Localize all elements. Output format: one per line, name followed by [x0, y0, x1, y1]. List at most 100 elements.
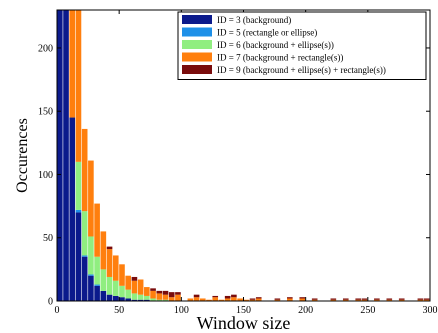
- bar-segment-4-28: [231, 294, 237, 298]
- bar-segment-4-51: [374, 298, 380, 300]
- legend-label-1: ID = 5 (rectangle or ellipse): [217, 28, 317, 38]
- bar-segment-2-5: [88, 236, 94, 275]
- bar-segment-3-32: [255, 298, 262, 301]
- bar-segment-4-16: [156, 290, 163, 294]
- bar-segment-3-49: [361, 299, 368, 301]
- bar-segment-2-10: [119, 285, 125, 298]
- x-tick-label-2: 100: [174, 305, 189, 316]
- bar-segment-4-35: [274, 298, 281, 300]
- bar-segment-0-5: [88, 275, 94, 301]
- bar-segment-1-5: [88, 274, 94, 276]
- bar-segment-0-14: [144, 299, 150, 301]
- bar-segment-2-6: [94, 256, 100, 285]
- bar-segment-3-44: [330, 299, 337, 301]
- bar-segment-3-31: [249, 299, 256, 301]
- bar-segment-2-13: [137, 294, 144, 300]
- bar-segment-3-28: [231, 297, 237, 301]
- legend-box: [177, 11, 427, 80]
- y-tick-label-0: 0: [48, 297, 53, 308]
- bar-segment-2-7: [100, 269, 107, 291]
- x-tick-label-4: 200: [298, 305, 313, 316]
- x-axis-label: Window size: [197, 313, 291, 333]
- bar-segment-3-15: [150, 290, 156, 299]
- bar-segment-3-13: [137, 279, 144, 295]
- bar-segment-3-9: [112, 255, 119, 281]
- bar-segment-4-41: [311, 298, 318, 300]
- legend-swatch-0: [182, 15, 212, 24]
- bar-segment-2-4: [81, 211, 88, 256]
- bar-segment-3-22: [193, 297, 200, 301]
- bar-segment-3-25: [212, 297, 219, 301]
- bar-segment-3-6: [94, 203, 100, 257]
- bar-segment-3-17: [162, 294, 169, 300]
- bar-segment-3-14: [144, 287, 150, 296]
- bar-segment-3-23: [199, 298, 206, 301]
- bar-segment-4-59: [423, 298, 430, 300]
- bar-segment-0-7: [100, 290, 107, 301]
- bars-group: [57, 10, 430, 301]
- bar-segment-3-3: [75, 10, 82, 162]
- bar-segment-3-55: [398, 299, 405, 301]
- x-tick-label-5: 250: [360, 305, 375, 316]
- legend-label-4: ID = 9 (background + ellipse(s) + rectan…: [217, 65, 386, 75]
- bar-segment-3-24: [206, 299, 212, 301]
- x-tick-label-1: 50: [114, 305, 124, 316]
- bar-segment-2-12: [131, 293, 138, 300]
- legend-swatch-3: [182, 52, 212, 62]
- bar-segment-4-18: [168, 292, 175, 298]
- bar-segment-0-10: [119, 297, 125, 301]
- bar-segment-3-58: [417, 299, 424, 301]
- bar-segment-4-44: [330, 298, 337, 300]
- bar-segment-3-21: [187, 298, 194, 301]
- bar-segment-3-29: [237, 298, 243, 301]
- legend-label-2: ID = 6 (background + ellipse(s)): [217, 40, 334, 50]
- bar-segment-3-51: [374, 299, 380, 301]
- bar-segment-0-4: [81, 256, 88, 301]
- bar-segment-0-12: [131, 299, 138, 301]
- bar-segment-3-11: [125, 275, 131, 290]
- bar-segment-0-3: [75, 212, 82, 301]
- bar-segment-4-27: [224, 295, 231, 299]
- bar-segment-4-12: [131, 276, 138, 281]
- bar-segment-3-30: [243, 299, 250, 301]
- bar-segment-3-8: [106, 249, 113, 277]
- x-tick-label-6: 300: [423, 305, 438, 316]
- legend-swatch-4: [182, 65, 212, 74]
- legend-swatch-2: [182, 40, 212, 49]
- bar-segment-0-0: [57, 10, 63, 301]
- bar-segment-1-3: [75, 209, 82, 213]
- bar-segment-4-22: [193, 294, 200, 298]
- bar-segment-3-37: [287, 298, 293, 301]
- bar-segment-3-16: [156, 293, 163, 300]
- x-tick-label-0: 0: [55, 305, 60, 316]
- bar-segment-2-8: [106, 276, 113, 295]
- bar-segment-3-48: [355, 299, 362, 301]
- bar-segment-0-11: [125, 298, 131, 301]
- bar-segment-3-41: [311, 299, 318, 301]
- bar-segment-2-17: [162, 299, 169, 301]
- bar-segment-4-31: [249, 298, 256, 300]
- bar-segment-3-18: [168, 297, 175, 301]
- bar-segment-4-53: [386, 298, 393, 300]
- y-axis-label: Occurences: [14, 118, 31, 193]
- bar-segment-0-13: [137, 299, 144, 301]
- bar-segment-1-4: [81, 255, 88, 257]
- bar-segment-2-16: [156, 299, 163, 301]
- bar-segment-4-48: [355, 298, 362, 300]
- bar-segment-2-9: [112, 280, 119, 296]
- bar-segment-4-32: [255, 297, 262, 299]
- bar-segment-0-1: [63, 10, 69, 301]
- y-tick-label-4: 200: [38, 43, 53, 54]
- bar-segment-3-59: [423, 299, 430, 301]
- legend: ID = 3 (background) ID = 5 (rectangle or …: [177, 11, 427, 80]
- bar-segment-3-26: [218, 299, 225, 301]
- legend-label-0: ID = 3 (background): [217, 15, 291, 25]
- bar-segment-4-55: [398, 298, 405, 300]
- bar-segment-3-10: [119, 264, 125, 286]
- bar-segment-2-15: [150, 298, 156, 301]
- bar-segment-3-2: [69, 10, 76, 118]
- bar-segment-4-17: [162, 290, 169, 295]
- legend-swatch-1: [182, 27, 212, 37]
- y-tick-label-2: 100: [38, 170, 53, 181]
